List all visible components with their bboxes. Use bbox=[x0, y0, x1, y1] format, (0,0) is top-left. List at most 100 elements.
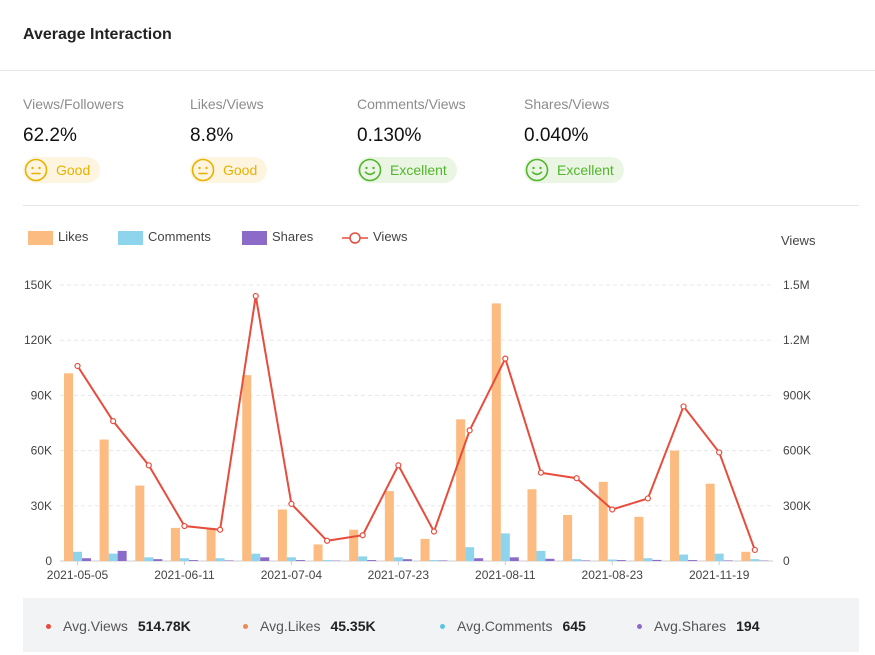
likes-bar bbox=[349, 529, 359, 561]
shares-bar bbox=[224, 560, 234, 561]
metric-comments-views: Comments/Views 0.130% Excellent bbox=[357, 96, 517, 187]
rating-badge: Excellent bbox=[524, 157, 624, 183]
likes-bar bbox=[491, 303, 501, 561]
x-axis: 2021-05-05 2021-06-11 2021-07-04 2021-07-23… bbox=[47, 561, 750, 582]
x-tick-label: 2021-05-05 bbox=[47, 568, 109, 582]
y-tick-label: 90K bbox=[31, 388, 52, 402]
metric-label: Shares/Views bbox=[524, 96, 610, 112]
legend: Likes Comments Shares Views bbox=[28, 229, 408, 245]
views-marker-swatch bbox=[349, 232, 361, 244]
comments-bar bbox=[215, 558, 225, 561]
y2-tick-label: 300K bbox=[783, 499, 811, 513]
views-point bbox=[716, 449, 723, 456]
rating-text: Good bbox=[223, 162, 258, 178]
shares-bar bbox=[367, 560, 377, 561]
y2-tick-label: 600K bbox=[783, 444, 811, 458]
stat-label: Avg.Comments bbox=[457, 618, 553, 634]
views-point bbox=[502, 355, 509, 362]
views-point bbox=[609, 506, 616, 513]
views-point bbox=[359, 532, 366, 539]
likes-bar bbox=[741, 551, 751, 561]
views-point bbox=[217, 526, 224, 533]
comments-bar bbox=[73, 551, 82, 561]
likes-bar bbox=[206, 527, 216, 561]
comments-bar bbox=[108, 553, 118, 561]
metric-value: 62.2% bbox=[23, 125, 77, 146]
y-tick-label: 120K bbox=[24, 333, 52, 347]
y2-tick-label: 900K bbox=[783, 388, 811, 402]
comments-bar bbox=[500, 533, 510, 561]
metric-likes-views: Likes/Views 8.8% Good bbox=[190, 96, 350, 187]
views-point bbox=[644, 495, 652, 502]
rating-badge: Good bbox=[23, 157, 101, 183]
comments-bar bbox=[465, 547, 475, 561]
likes-bar bbox=[384, 491, 394, 561]
likes-bar bbox=[705, 483, 715, 561]
comments-bar bbox=[286, 557, 296, 561]
comments-bar bbox=[643, 558, 653, 561]
avg-comments-stat: Avg.Comments 645 bbox=[440, 618, 586, 634]
shares-bar bbox=[581, 560, 591, 561]
y-tick-label: 30K bbox=[31, 499, 52, 513]
likes-bar bbox=[563, 515, 573, 561]
shares-bar bbox=[474, 558, 484, 561]
x-tick-label: 2021-08-11 bbox=[475, 568, 536, 582]
views-dot-icon bbox=[46, 623, 51, 629]
views-line-series bbox=[74, 292, 758, 554]
likes-swatch bbox=[28, 231, 53, 245]
metric-label: Comments/Views bbox=[357, 96, 466, 112]
shares-bar bbox=[295, 560, 305, 561]
bar-series bbox=[64, 303, 769, 561]
neutral-face-icon bbox=[191, 158, 215, 182]
stat-label: Avg.Likes bbox=[260, 618, 321, 634]
shares-bar bbox=[153, 559, 163, 561]
shares-bar bbox=[723, 560, 733, 561]
comments-bar bbox=[679, 554, 689, 561]
rating-text: Good bbox=[56, 162, 91, 178]
comments-bar bbox=[572, 559, 582, 561]
y-axis-left: 0 30K 60K 90K 120K 150K bbox=[24, 278, 52, 568]
metric-label: Likes/Views bbox=[190, 96, 264, 112]
likes-bar bbox=[670, 450, 680, 561]
likes-bar bbox=[456, 419, 466, 561]
y2-axis-title: Views bbox=[781, 233, 816, 248]
views-point bbox=[751, 546, 758, 554]
x-tick-label: 2021-07-04 bbox=[261, 568, 323, 582]
likes-bar bbox=[277, 509, 287, 561]
avg-views-stat: Avg.Views 514.78K bbox=[46, 618, 191, 634]
legend-item-shares[interactable]: Shares bbox=[242, 229, 314, 245]
views-point bbox=[395, 462, 402, 469]
smile-face-icon bbox=[525, 158, 549, 182]
comments-bar bbox=[179, 558, 189, 561]
comments-bar bbox=[322, 560, 332, 561]
views-point bbox=[573, 475, 580, 482]
shares-bar bbox=[545, 558, 555, 561]
stat-value: 645 bbox=[562, 618, 586, 634]
legend-label: Comments bbox=[148, 229, 211, 244]
comments-bar bbox=[251, 553, 261, 561]
likes-bar bbox=[170, 527, 180, 561]
x-tick-label: 2021-07-23 bbox=[368, 568, 430, 582]
metric-value: 8.8% bbox=[190, 125, 234, 146]
rating-badge: Good bbox=[190, 157, 268, 183]
legend-label: Views bbox=[373, 229, 408, 244]
y2-tick-label: 1.2M bbox=[783, 333, 810, 347]
comments-bar bbox=[607, 559, 617, 561]
y-tick-label: 60K bbox=[31, 444, 52, 458]
views-point bbox=[323, 537, 331, 544]
stat-value: 45.35K bbox=[330, 618, 376, 634]
comments-swatch bbox=[118, 231, 143, 245]
section-divider bbox=[23, 205, 859, 206]
interaction-chart: Likes Comments Shares Views Views 0 30K 60… bbox=[24, 229, 816, 582]
shares-bar bbox=[402, 559, 412, 561]
likes-bar bbox=[527, 489, 537, 561]
shares-bar bbox=[652, 559, 662, 561]
stat-label: Avg.Views bbox=[63, 618, 128, 634]
legend-item-views[interactable]: Views bbox=[342, 229, 408, 244]
averages-footer: Avg.Views 514.78K Avg.Likes 45.35K Avg.C… bbox=[23, 598, 859, 652]
comments-bar bbox=[750, 559, 760, 561]
legend-item-comments[interactable]: Comments bbox=[118, 229, 211, 245]
likes-bar bbox=[99, 439, 109, 561]
legend-item-likes[interactable]: Likes bbox=[28, 229, 89, 245]
views-point bbox=[252, 292, 259, 300]
